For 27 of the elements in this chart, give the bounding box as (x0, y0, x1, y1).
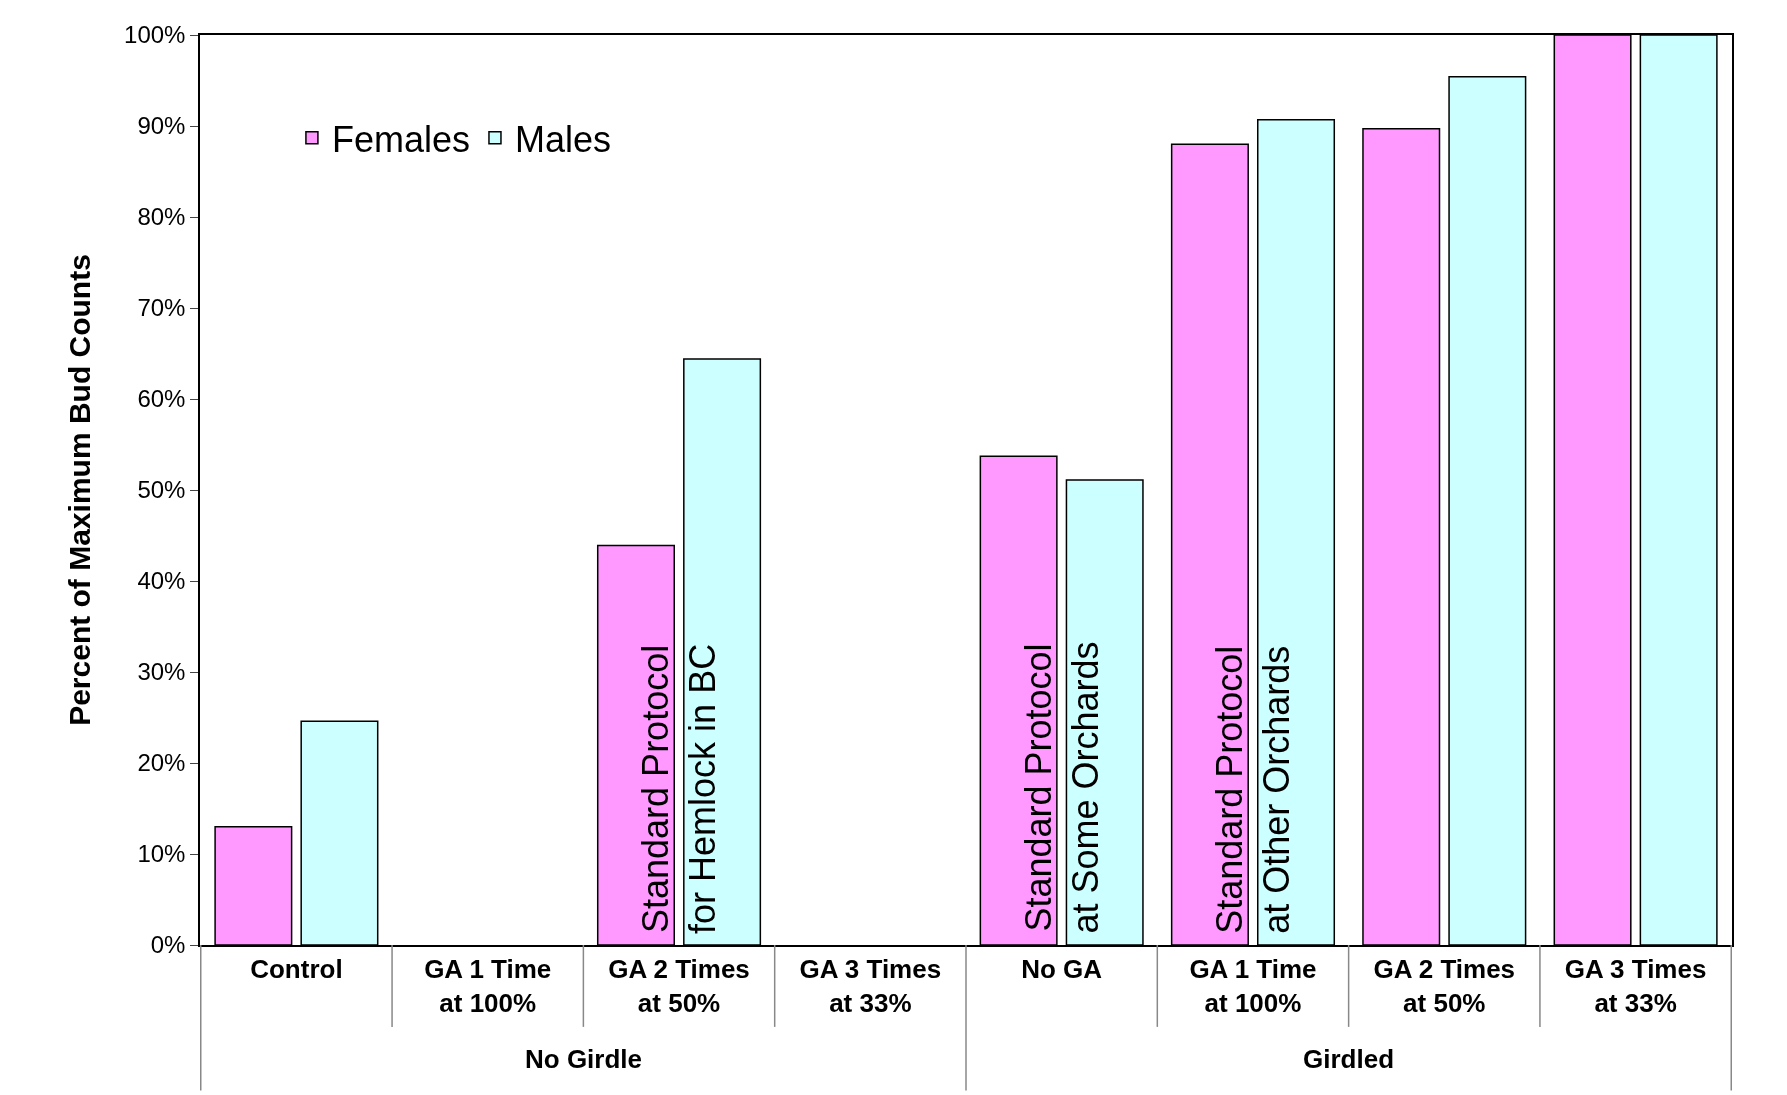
legend-label: Females (331, 118, 470, 160)
y-tick-label: 0% (150, 931, 186, 959)
y-tick-label: 50% (137, 476, 186, 504)
x-tick-label: GA 3 Times at 33% (1564, 953, 1707, 1018)
x-tick-label: Control (250, 953, 343, 984)
y-tick-label: 60% (137, 385, 186, 413)
x-tick-label: No GA (1021, 953, 1103, 984)
x-tick-label: GA 3 Times at 33% (799, 953, 942, 1018)
y-tick-label: 40% (137, 567, 186, 595)
x-tick-label: GA 2 Times at 50% (608, 953, 750, 1018)
y-tick-label: 90% (137, 112, 186, 140)
text: Girdled (1303, 1044, 1395, 1074)
x-tick-label: GA 2 Times at 50% (1373, 953, 1516, 1018)
y-tick-label: 80% (137, 203, 186, 231)
y-tick-label: 30% (137, 658, 186, 686)
y-tick-label: 10% (137, 840, 186, 868)
x-tick-label: GA 1 Time at 100% (424, 953, 552, 1018)
y-tick-label: 70% (137, 294, 186, 322)
y-axis-title: Percent of Maximum Bud Counts (62, 254, 96, 726)
annotation: Standard Protocol at Some Orchards (1017, 641, 1106, 934)
y-tick-label: 20% (137, 749, 186, 777)
legend-label: Males (514, 118, 611, 160)
y-tick-label: 100% (124, 21, 186, 49)
annotation: Standard Protocol at Other Orchards (1209, 645, 1297, 934)
annotation: Standard Protocol for Hemlock in BC (635, 643, 723, 934)
x-tick-label: GA 1 Time at 100% (1189, 953, 1317, 1018)
text: No Girdle (525, 1044, 643, 1074)
